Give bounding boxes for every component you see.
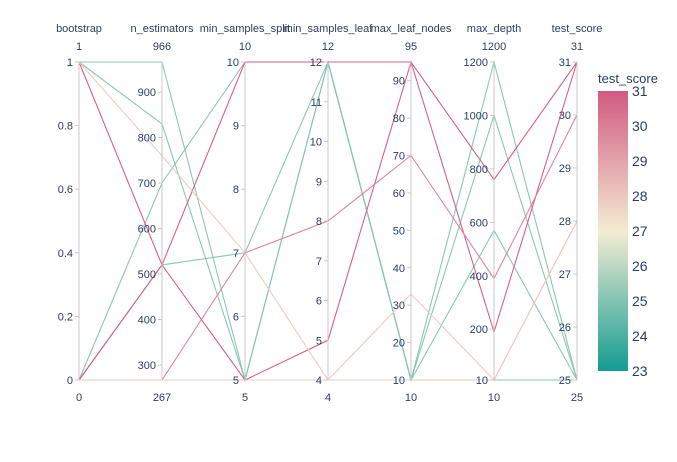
axis-tick-label: 6 [316,296,322,308]
axis-max_depth: 10 200 400 600 800 1000 1200 max_depth 1200 10 [464,23,522,404]
axis-title: min_samples_leaf [284,23,374,35]
axis-title: test_score [552,23,603,35]
axis-tick-label: 20 [393,338,405,350]
colorbar-title: test_score [598,71,658,86]
colorbar-tick-label: 31 [632,83,648,99]
axis-title: n_estimators [131,23,194,35]
axis-tick-label: 12 [310,57,322,69]
axis-min_samples_split: 5 6 7 8 9 10 min_samples_split 10 5 [200,23,290,404]
colorbar-tick-label: 30 [632,118,648,134]
axis-tick-label: 600 [470,217,488,229]
axis-title: max_depth [467,23,521,35]
colorbar-gradient [598,91,628,371]
axis-tick-label: 0.2 [58,311,73,323]
axis-range-max-label: 95 [405,41,417,53]
axis-tick-label: 5 [233,375,239,387]
axis-tick-label: 26 [559,322,571,334]
axes: 00.20.40.60.81bootstrap10300400500600700… [56,23,602,404]
axis-tick-label: 70 [393,151,405,163]
axis-tick-label: 1000 [464,110,488,122]
axis-tick-label: 800 [138,133,156,145]
colorbar-tick-label: 25 [632,293,648,309]
axis-tick-label: 31 [559,57,571,69]
axis-tick-label: 40 [393,263,405,275]
axis-range-max-label: 966 [153,41,171,53]
colorbar-tick-label: 27 [632,223,648,239]
axis-tick-label: 700 [138,178,156,190]
axis-title: bootstrap [56,23,102,35]
axis-tick-label: 8 [233,184,239,196]
axis-tick-label: 10 [393,375,405,387]
axis-test_score: 25 26 27 28 29 30 31 test_score 31 25 [552,23,603,404]
axis-tick-label: 400 [138,314,156,326]
colorbar-tick-label: 28 [632,188,648,204]
axis-tick-label: 80 [393,113,405,125]
axis-tick-label: 200 [470,324,488,336]
axis-range-max-label: 12 [322,41,334,53]
axis-range-min-label: 267 [153,392,171,404]
axis-tick-label: 90 [393,76,405,88]
axis-range-min-label: 25 [571,392,583,404]
axis-max_leaf_nodes: 10 20 30 40 50 60 70 80 90 max_leaf_nodes 95 10 [371,23,452,404]
axis-tick-label: 10 [310,137,322,149]
axis-tick-label: 6 [233,311,239,323]
axis-tick-label: 9 [233,121,239,133]
axis-tick-label: 10 [476,375,488,387]
axis-range-max-label: 1 [76,41,82,53]
axis-tick-label: 1 [67,57,73,69]
axis-range-min-label: 0 [76,392,82,404]
axis-range-min-label: 10 [488,392,500,404]
axis-range-max-label: 31 [571,41,583,53]
axis-tick-label: 50 [393,225,405,237]
axis-tick-label: 0.4 [58,248,73,260]
axis-tick-label: 500 [138,269,156,281]
axis-tick-label: 7 [233,248,239,260]
axis-tick-label: 900 [138,87,156,99]
axis-tick-label: 8 [316,216,322,228]
colorbar-tick-label: 24 [632,328,648,344]
axis-tick-label: 9 [316,176,322,188]
axis-tick-label: 0.6 [58,184,73,196]
colorbar-tick-label: 29 [632,153,648,169]
axis-range-min-label: 10 [405,392,417,404]
axis-tick-label: 30 [393,300,405,312]
axis-tick-label: 11 [311,97,322,109]
axis-tick-label: 27 [559,269,571,281]
axis-tick-label: 600 [138,224,156,236]
axis-range-max-label: 10 [239,41,251,53]
axis-n_estimators: 300 400 500 600 700 800 900 n_estimators 966 267 [131,23,194,404]
axis-tick-label: 300 [138,360,156,372]
axis-tick-label: 800 [470,164,488,176]
axis-tick-label: 4 [316,375,322,387]
colorbar-ticks: 31 30 29 28 27 26 25 24 23 [632,83,648,379]
axis-min_samples_leaf: 4 5 6 7 8 9 10 11 12 min_samples_leaf 12 4 [284,23,374,404]
axis-tick-label: 25 [559,375,571,387]
colorbar: test_score 31 30 29 28 27 26 25 24 23 [598,71,658,379]
colorbar-tick-label: 26 [632,258,648,274]
axis-title: max_leaf_nodes [371,23,452,35]
axis-tick-label: 0.8 [58,121,73,133]
axis-title: min_samples_split [200,23,290,35]
axis-tick-label: 10 [227,57,239,69]
axis-tick-label: 28 [559,216,571,228]
axis-tick-label: 7 [316,256,322,268]
axis-tick-label: 29 [559,163,571,175]
axis-tick-label: 400 [470,271,488,283]
axis-tick-label: 0 [67,375,73,387]
axis-range-min-label: 5 [242,392,248,404]
axis-bootstrap: 0 0.2 0.4 0.6 0.8 1 bootstrap 1 0 [56,23,102,404]
axis-range-min-label: 4 [325,392,331,404]
axis-range-max-label: 1200 [482,41,506,53]
axis-tick-label: 1200 [464,57,488,69]
axis-tick-label: 30 [559,110,571,122]
colorbar-tick-label: 23 [632,363,648,379]
axis-tick-label: 5 [316,335,322,347]
axis-tick-label: 60 [393,188,405,200]
